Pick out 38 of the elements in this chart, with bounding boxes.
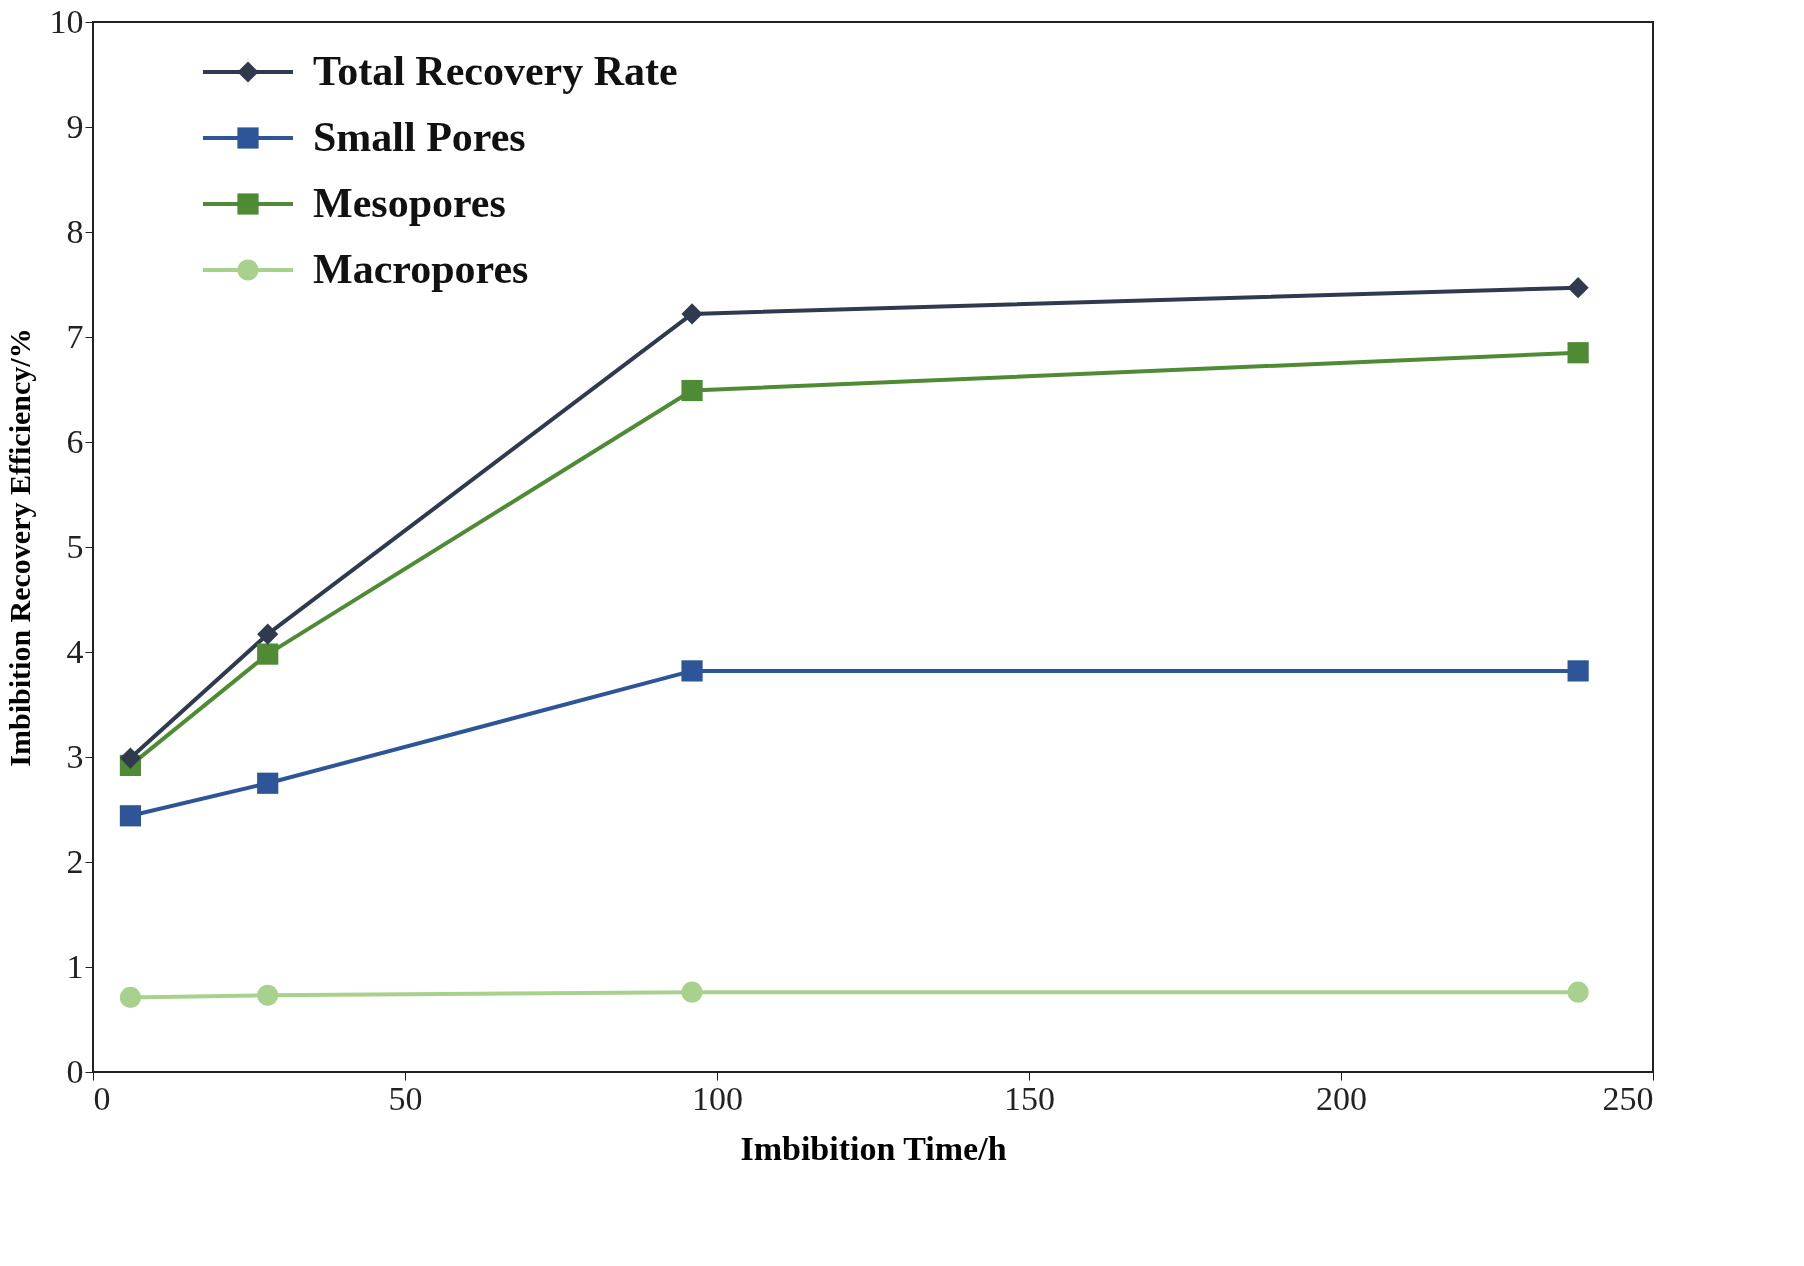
x-tick-label: 100 [692,1079,743,1117]
x-tick-label: 200 [1316,1079,1367,1117]
y-axis-title: Imbibition Recovery Efficiency/% [2,328,36,767]
point [681,303,703,325]
y-tick-label: 1 [66,947,84,985]
y-tick-label: 8 [66,212,84,250]
y-tick-label: 3 [66,737,84,775]
y-tick-label: 6 [66,422,84,460]
y-tick-label: 2 [66,842,84,880]
point [119,805,142,827]
legend-label: Total Recovery Rate [313,48,678,94]
y-tick-label: 4 [66,632,84,670]
y-tick-label: 5 [66,527,84,565]
y-tick-label: 9 [66,107,84,145]
point [257,643,279,665]
point [119,747,142,769]
y-tick-label: 0 [66,1052,84,1090]
point [681,981,703,1003]
point [1567,660,1589,682]
point [257,984,279,1006]
x-axis-title: Imbibition Time/h [740,1129,1007,1167]
point [1567,342,1589,364]
point [1567,981,1589,1003]
y-tick-label: 10 [49,2,84,40]
y-tick-label: 7 [66,317,84,355]
point [257,623,279,645]
legend-label: Macropores [313,246,529,292]
point [681,379,703,402]
x-tick-label: 50 [388,1079,423,1117]
point [119,986,142,1009]
legend-label: Mesopores [313,180,506,226]
legend-label: Small Pores [313,114,526,160]
x-tick-label: 0 [93,1079,111,1117]
point [257,772,279,794]
point [1567,277,1589,299]
point [681,660,703,682]
x-tick-label: 150 [1004,1079,1055,1117]
x-tick-label: 250 [1602,1079,1654,1117]
